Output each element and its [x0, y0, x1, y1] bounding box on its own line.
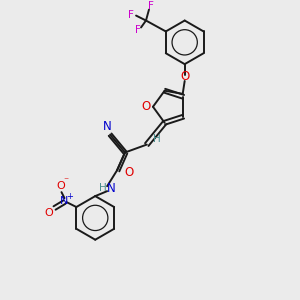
- Text: F: F: [135, 26, 141, 35]
- Text: N: N: [103, 120, 112, 133]
- Text: O: O: [141, 100, 151, 113]
- Text: O: O: [180, 70, 189, 83]
- Text: O: O: [44, 208, 53, 218]
- Text: N: N: [60, 196, 69, 206]
- Text: H: H: [99, 183, 107, 193]
- Text: ⁻: ⁻: [63, 176, 68, 186]
- Text: +: +: [66, 192, 73, 201]
- Text: F: F: [128, 10, 134, 20]
- Text: H: H: [153, 134, 160, 144]
- Text: O: O: [56, 181, 65, 191]
- Text: N: N: [107, 182, 116, 195]
- Text: O: O: [124, 166, 134, 179]
- Text: F: F: [148, 1, 154, 11]
